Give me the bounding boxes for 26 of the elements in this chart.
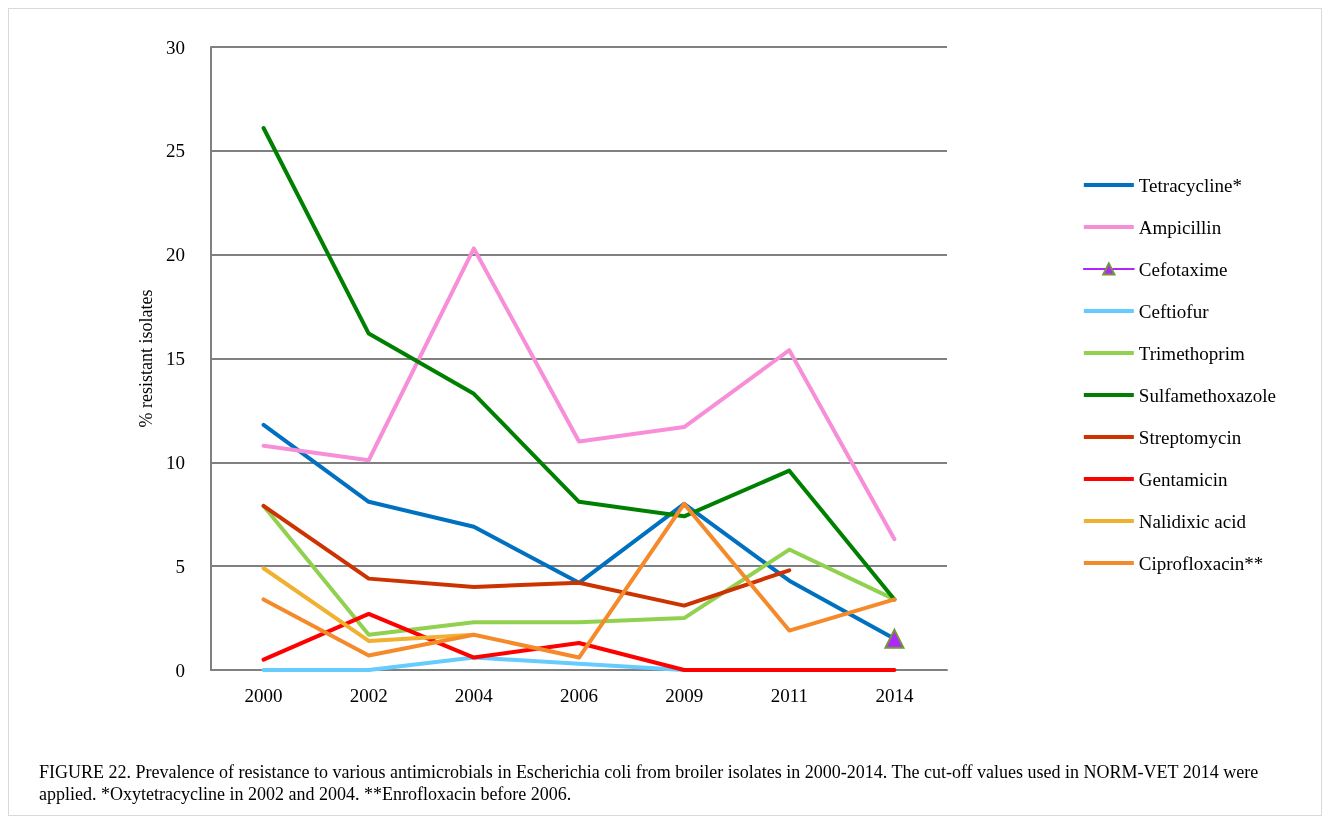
y-axis-title: % resistant isolates [136, 289, 157, 428]
legend-label: Streptomycin [1138, 426, 1242, 448]
legend-label: Ciprofloxacin** [1138, 552, 1264, 574]
legend-label: Gentamicin [1138, 468, 1228, 490]
legend-label: Nalidixic acid [1138, 510, 1247, 532]
y-tick-label: 15 [166, 348, 185, 369]
x-tick-label: 2014 [875, 685, 914, 706]
caption: FIGURE 22. Prevalence of resistance to various antimicrobials in Escherichia coli from broiler isolates in 2000-2014. The cut-off values used in NORM-VET 2014 were applied. *Oxytetracycline in 2002 and 2004. **Enrofloxacin before 2006. [39, 761, 1260, 805]
legend-label: Ceftiofur [1138, 300, 1210, 322]
legend-label: Ampicillin [1138, 216, 1222, 238]
y-tick-label: 20 [166, 244, 185, 266]
legend-label: Cefotaxime [1138, 258, 1228, 280]
y-tick-label: 5 [175, 555, 185, 577]
y-tick-label: 25 [166, 140, 185, 162]
y-tick-label: 0 [175, 659, 185, 681]
y-tick-label: 10 [166, 451, 185, 473]
x-tick-label: 2011 [770, 685, 808, 706]
y-tick-label: 30 [166, 36, 185, 58]
legend-label: Sulfamethoxazole [1138, 384, 1277, 406]
legend-label: Tetracycline* [1138, 174, 1242, 196]
x-tick-label: 2002 [349, 685, 388, 706]
legend-label: Trimethoprim [1138, 342, 1245, 364]
x-tick-label: 2000 [244, 685, 283, 706]
x-tick-label: 2009 [665, 685, 704, 706]
x-tick-label: 2004 [454, 685, 494, 706]
x-tick-label: 2006 [560, 685, 598, 706]
